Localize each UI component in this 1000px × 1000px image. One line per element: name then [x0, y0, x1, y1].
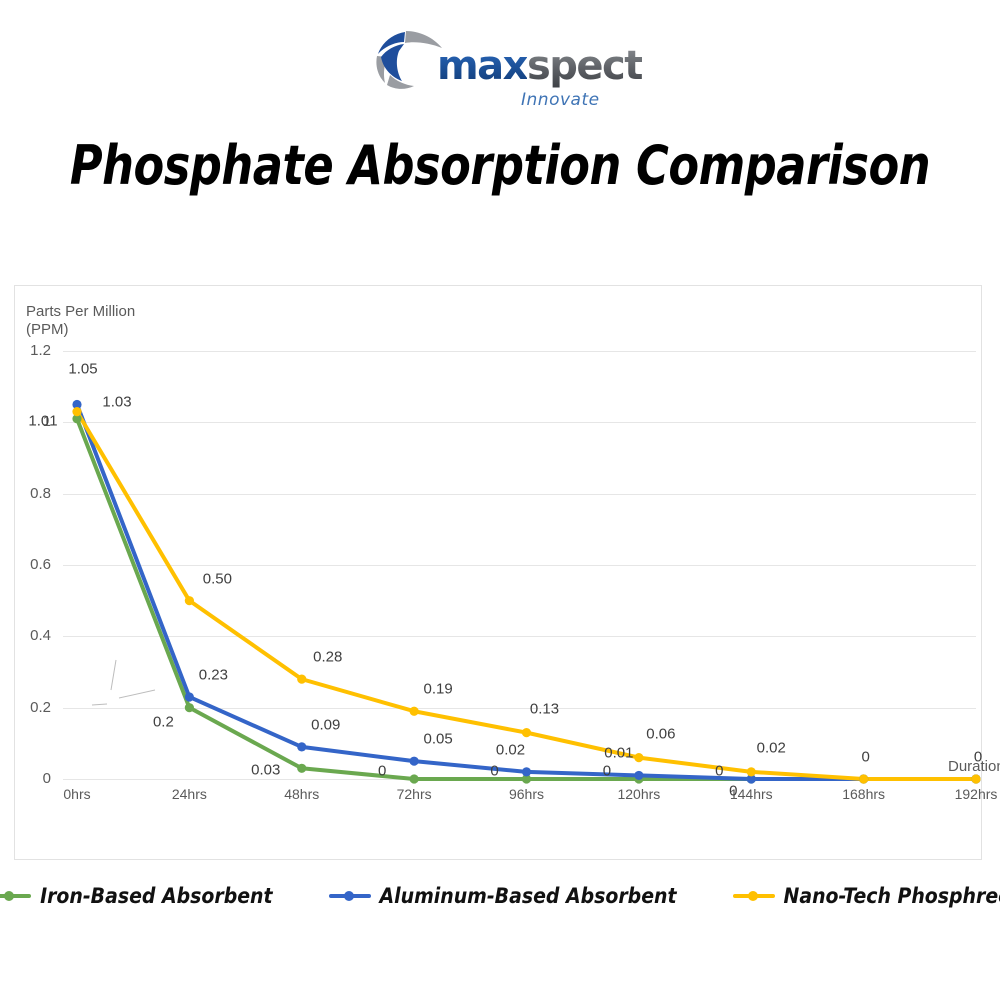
- gridline: [63, 636, 976, 638]
- x-axis-tick-label: 72hrs: [396, 786, 432, 802]
- data-point-label: 1.05: [68, 360, 98, 377]
- brand-wordmark: maxspect: [437, 43, 643, 89]
- legend-item[interactable]: Nano-Tech Phosphree: [732, 884, 1000, 908]
- y-axis-tick-label: 0.4: [30, 627, 51, 645]
- series-marker: [72, 414, 82, 424]
- series-marker: [409, 706, 419, 716]
- series-marker: [634, 753, 644, 763]
- data-point-label: 0.05: [423, 730, 453, 748]
- x-axis-tick-label: 144hrs: [729, 786, 773, 802]
- series-line: [75, 402, 978, 781]
- chart-plot-frame: Parts Per Million (PPM) Duration 0 0.2 0.4…: [14, 285, 1000, 860]
- label-leader-line: [118, 689, 156, 699]
- legend-swatch-icon: [0, 889, 32, 903]
- x-axis-tick-label: 48hrs: [284, 786, 320, 802]
- series-marker: [859, 774, 869, 784]
- series-marker: [297, 742, 307, 752]
- y-axis-tick-label: 0.6: [30, 556, 51, 573]
- data-point-label: 0: [973, 748, 983, 766]
- x-axis-tick-label: 120hrs: [617, 786, 661, 802]
- y-axis-tick-label: 0.2: [30, 698, 51, 716]
- series-line: [75, 409, 978, 781]
- chart-title: Phosphate Absorption Comparison: [69, 134, 931, 197]
- gridline: [63, 493, 976, 495]
- legend-item[interactable]: Iron-Based Absorbent: [0, 884, 273, 908]
- series-marker: [184, 596, 194, 606]
- label-leader-line: [110, 659, 117, 691]
- legend-swatch-icon: [732, 889, 775, 903]
- data-point-label: 0.50: [202, 570, 232, 588]
- legend-label: Aluminum-Based Absorbent: [379, 884, 677, 908]
- series-plot: [72, 399, 981, 784]
- data-point-label: 0.2: [152, 713, 174, 731]
- data-point-label: 0: [861, 748, 870, 766]
- series-marker: [521, 774, 532, 784]
- series-marker: [297, 763, 307, 773]
- data-point-label: 1.01: [28, 412, 58, 430]
- data-point-label: 0: [602, 762, 612, 780]
- data-point-label: 0.03: [251, 761, 281, 779]
- legend-label: Iron-Based Absorbent: [40, 884, 273, 908]
- y-axis-tick-label: 1: [42, 413, 51, 431]
- series-marker: [634, 770, 644, 781]
- gridline: [63, 707, 976, 709]
- series-marker: [409, 774, 419, 784]
- data-point-label: 0: [729, 782, 738, 800]
- series-marker: [521, 728, 532, 738]
- data-point-label: 0.23: [198, 666, 228, 684]
- series-marker: [184, 692, 194, 702]
- y-axis-title: Parts Per Million (PPM): [26, 303, 136, 338]
- x-axis-tick-label: 24hrs: [171, 786, 207, 802]
- brand-logo: maxspect Innovate: [0, 28, 1000, 124]
- legend-swatch-icon: [328, 889, 371, 903]
- data-point-label: 0.02: [495, 741, 526, 759]
- data-point-label: 0: [490, 762, 499, 780]
- data-point-label: 0.01: [604, 744, 634, 762]
- label-leader-line: [91, 703, 108, 706]
- series-marker: [746, 774, 756, 784]
- gridline: [63, 422, 976, 424]
- series-marker: [72, 399, 82, 410]
- brand-wordmark-max: max: [437, 43, 528, 89]
- series-marker: [184, 703, 194, 713]
- data-point-label: 0.13: [529, 700, 560, 718]
- data-point-label: 1.03: [102, 393, 132, 411]
- legend-label: Nano-Tech Phosphree: [783, 884, 1000, 908]
- chart-legend: Iron-Based Absorbent Aluminum-Based Absor…: [0, 884, 1000, 908]
- data-point-label: 0.06: [646, 725, 676, 743]
- data-point-label: 0.09: [311, 716, 341, 734]
- series-marker: [409, 756, 419, 766]
- series-marker: [297, 674, 307, 684]
- data-point-label: 0: [715, 762, 724, 780]
- data-point-label: 0.28: [313, 648, 343, 666]
- brand-tagline: Innovate: [521, 90, 600, 110]
- x-axis-tick-label: 168hrs: [842, 786, 886, 802]
- data-point-label: 0: [377, 762, 387, 780]
- y-axis-tick-label: 0: [42, 770, 51, 787]
- x-axis-tick-label: 192hrs: [954, 786, 998, 802]
- series-line: [75, 416, 978, 781]
- brand-wordmark-spect: spect: [526, 43, 643, 89]
- x-axis-tick-label: 0hrs: [63, 786, 91, 802]
- series-marker: [72, 407, 82, 417]
- data-point-label: 0.19: [423, 680, 453, 698]
- maxspect-swirl-logo-icon: [375, 28, 447, 90]
- x-axis-tick-label: 96hrs: [508, 786, 545, 802]
- data-point-label: 0.02: [756, 739, 786, 757]
- x-axis-title: Duration: [948, 758, 1000, 775]
- series-marker: [521, 767, 532, 777]
- legend-item[interactable]: Aluminum-Based Absorbent: [328, 884, 677, 908]
- series-marker: [971, 774, 981, 784]
- series-marker: [746, 767, 756, 777]
- y-axis-tick-label: 0.8: [30, 484, 51, 502]
- gridline: [63, 565, 976, 566]
- gridline: [63, 351, 976, 352]
- y-axis-tick-label: 1.2: [30, 342, 51, 359]
